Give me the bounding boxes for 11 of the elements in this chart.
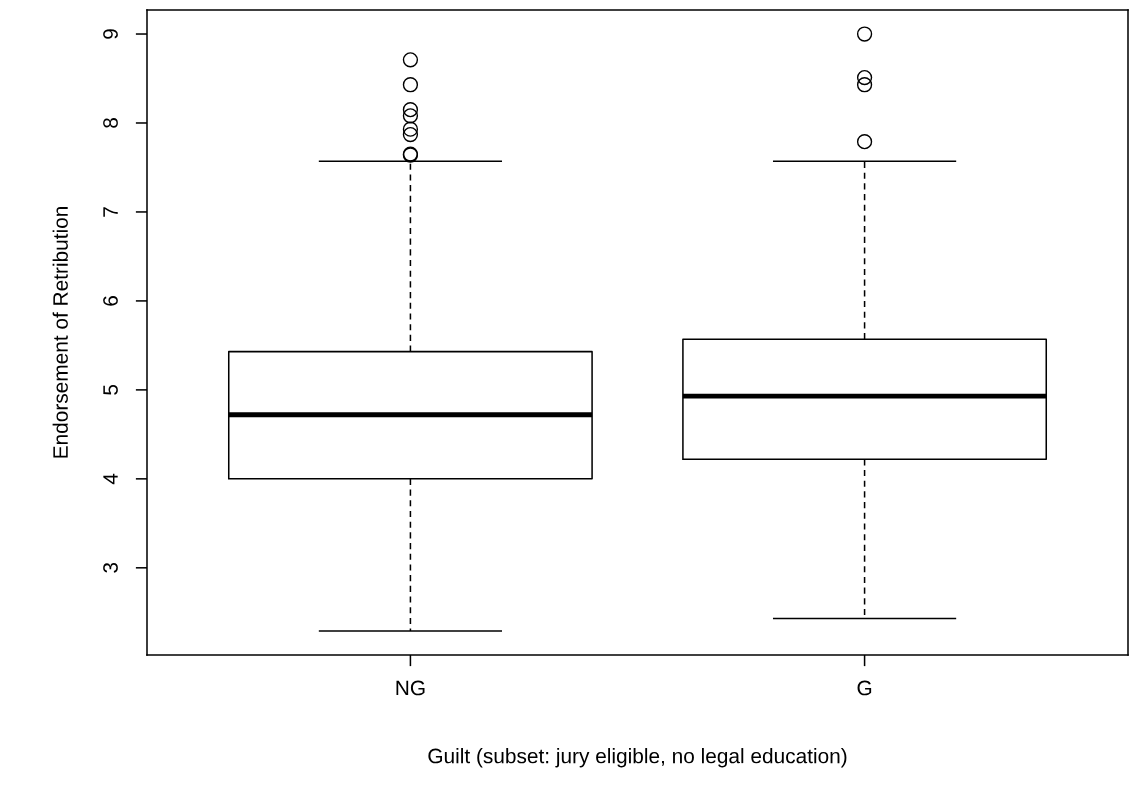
y-tick-label: 6 — [103, 296, 118, 306]
x-tick-label: NG — [396, 680, 425, 696]
y-tick-label: 7 — [103, 207, 118, 217]
x-tick-label: G — [857, 680, 872, 696]
y-tick-label: 9 — [103, 29, 118, 39]
y-tick-label: 4 — [103, 473, 118, 485]
y-tick-label: 3 — [103, 562, 118, 573]
y-tick-label: 5 — [103, 384, 118, 395]
y-axis-title: Endorsement of Retribution — [52, 207, 68, 458]
x-axis-title: Guilt (subset: jury eligible, no legal education) — [428, 748, 847, 768]
y-tick-label: 8 — [103, 118, 118, 128]
